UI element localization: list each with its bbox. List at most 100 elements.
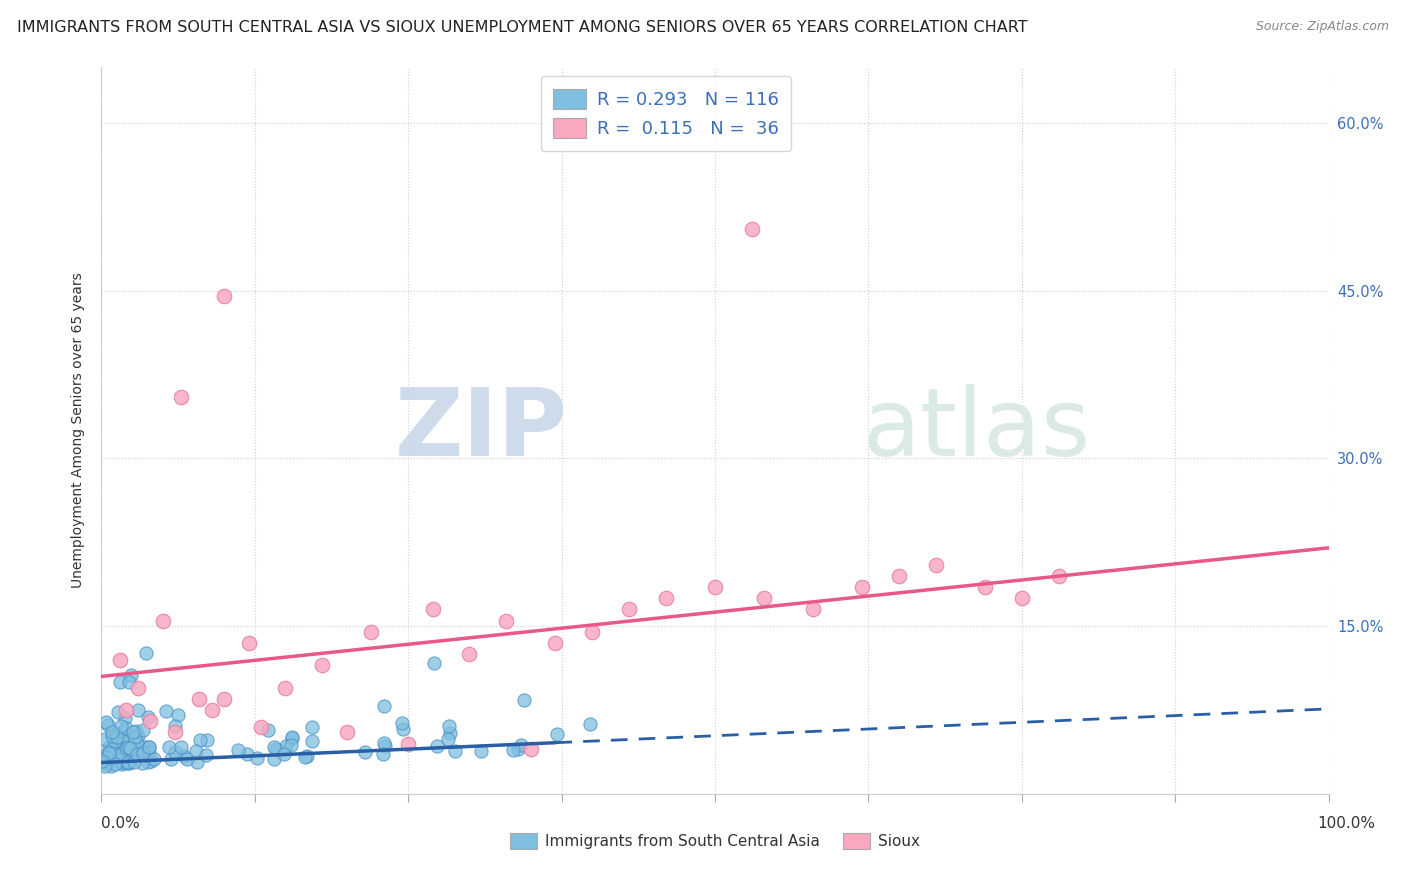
Point <box>97 718 120 732</box>
Point <box>391 716 413 731</box>
Point <box>103 744 125 758</box>
Point <box>152 614 174 628</box>
Point <box>160 752 183 766</box>
Point <box>509 738 531 752</box>
Point <box>115 756 138 770</box>
Point <box>111 725 134 739</box>
Point <box>104 734 127 748</box>
Point <box>131 747 153 761</box>
Y-axis label: Unemployment Among Seniors over 65 years: Unemployment Among Seniors over 65 years <box>72 273 86 588</box>
Point <box>374 739 396 753</box>
Point <box>437 719 460 733</box>
Point <box>373 747 395 761</box>
Point <box>103 746 125 760</box>
Point <box>138 745 160 759</box>
Point <box>173 748 195 763</box>
Point <box>125 723 148 738</box>
Point <box>197 733 219 747</box>
Text: atlas: atlas <box>862 384 1091 476</box>
Point <box>423 656 446 670</box>
Point <box>94 758 117 772</box>
Point <box>167 707 190 722</box>
Point <box>111 733 134 747</box>
Point <box>100 741 122 756</box>
Point <box>104 751 127 765</box>
Point <box>117 755 139 769</box>
Point <box>135 646 157 660</box>
Point <box>274 739 297 753</box>
Point <box>104 728 127 742</box>
Point <box>94 731 117 746</box>
Point <box>127 704 149 718</box>
Point <box>105 752 128 766</box>
Point <box>91 754 114 768</box>
Point <box>301 734 323 748</box>
Point <box>212 289 235 303</box>
Point <box>127 736 149 750</box>
Point <box>1047 569 1070 583</box>
Point <box>801 602 824 616</box>
Point <box>887 569 910 583</box>
Point <box>138 756 160 770</box>
Point <box>311 658 333 673</box>
Point <box>249 720 271 734</box>
Point <box>111 757 134 772</box>
Point <box>132 723 155 737</box>
Point <box>93 748 115 763</box>
Point <box>752 591 775 606</box>
Point <box>107 706 129 720</box>
Point <box>94 714 117 729</box>
Point <box>294 749 316 764</box>
Point <box>138 739 160 754</box>
Point <box>111 755 134 769</box>
Point <box>226 743 249 757</box>
Point <box>157 739 180 754</box>
Point <box>176 751 198 765</box>
Point <box>170 390 193 404</box>
Point <box>546 726 568 740</box>
Point <box>110 719 132 733</box>
Point <box>131 756 153 770</box>
Point <box>108 731 131 746</box>
Point <box>97 740 120 755</box>
Point <box>101 730 124 744</box>
Point <box>544 636 567 650</box>
Point <box>458 647 481 661</box>
Point <box>439 726 461 740</box>
Point <box>238 636 260 650</box>
Point <box>437 731 460 746</box>
Point <box>127 747 149 761</box>
Point <box>186 744 208 758</box>
Point <box>163 725 186 739</box>
Point <box>281 730 304 744</box>
Point <box>741 222 763 236</box>
Point <box>111 751 134 765</box>
Point <box>581 624 603 639</box>
Text: IMMIGRANTS FROM SOUTH CENTRAL ASIA VS SIOUX UNEMPLOYMENT AMONG SENIORS OVER 65 Y: IMMIGRANTS FROM SOUTH CENTRAL ASIA VS SI… <box>17 20 1028 35</box>
Point <box>122 755 145 769</box>
Point <box>108 653 131 667</box>
Legend: Immigrants from South Central Asia, Sioux: Immigrants from South Central Asia, Siou… <box>503 827 927 855</box>
Point <box>520 742 543 756</box>
Point <box>118 675 141 690</box>
Point <box>280 738 302 752</box>
Point <box>513 693 536 707</box>
Point <box>114 703 136 717</box>
Point <box>281 731 304 745</box>
Point <box>134 739 156 754</box>
Point <box>138 740 160 755</box>
Point <box>354 745 377 759</box>
Point <box>246 751 269 765</box>
Point <box>392 723 415 737</box>
Point <box>336 725 359 739</box>
Point <box>127 730 149 744</box>
Point <box>139 714 162 728</box>
Point <box>108 675 131 690</box>
Point <box>264 741 287 756</box>
Point <box>263 740 285 755</box>
Point <box>974 580 997 594</box>
Point <box>257 723 280 738</box>
Point <box>117 740 139 755</box>
Point <box>422 602 444 616</box>
Point <box>139 754 162 768</box>
